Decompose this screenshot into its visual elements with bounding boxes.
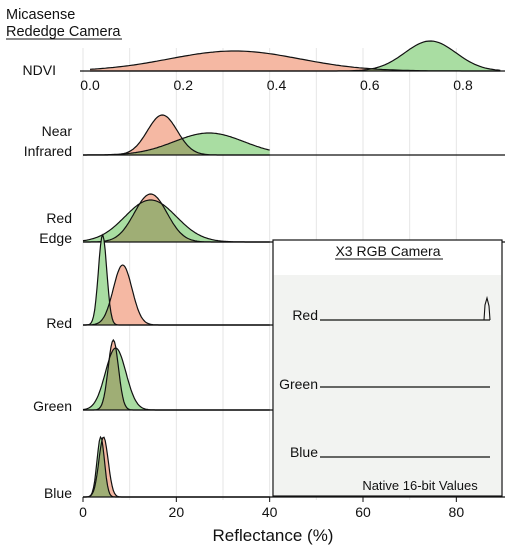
- ndvi-green-area: [90, 41, 501, 71]
- chart-subtitle: Rededge Camera: [6, 24, 121, 40]
- inset-row-label-green: Green: [279, 376, 318, 392]
- row-label-ndvi: NDVI: [23, 62, 56, 78]
- ridge-0-pink-area: [83, 115, 270, 155]
- ridge-1-overlap-area: [83, 200, 270, 242]
- ndvi-tick-label: 0.4: [267, 77, 287, 93]
- row-label-edge: Edge: [39, 230, 72, 246]
- x-tick-label: 40: [262, 504, 278, 520]
- x-tick-label: 0: [79, 504, 87, 520]
- inset-title: X3 RGB Camera: [335, 243, 440, 259]
- ridge-2-overlap-area: [83, 304, 270, 325]
- inset-x-label: Native 16-bit Values: [362, 478, 478, 493]
- row-label-near: Near: [42, 123, 73, 139]
- ridge-4-overlap-area: [83, 441, 270, 497]
- x-tick-label: 80: [449, 504, 465, 520]
- x-axis-label: Reflectance (%): [213, 526, 334, 545]
- ridge-2-green-area: [83, 235, 270, 325]
- inset-row-label-blue: Blue: [290, 444, 318, 460]
- ndvi-curves: [80, 40, 505, 72]
- ndvi-pink-area: [90, 51, 501, 71]
- ndvi-tick-label: 0.8: [453, 77, 473, 93]
- row-label-red: Red: [46, 315, 72, 331]
- row-label-blue: Blue: [44, 485, 72, 501]
- main-curves: [82, 114, 505, 498]
- ridge-0-overlap-area: [83, 138, 270, 155]
- inset-row-label-red: Red: [292, 307, 318, 323]
- ridge-3-green-area: [83, 348, 270, 410]
- inset-background: [274, 275, 501, 495]
- ndvi-tick-label: 0.6: [360, 77, 380, 93]
- inset-panel: X3 RGB CameraRedGreenBlue200004000060000…: [272, 239, 503, 497]
- x-tick-label: 20: [169, 504, 185, 520]
- ndvi-tick-label: 0.0: [80, 77, 100, 93]
- inset-red-spike: [483, 295, 491, 321]
- ndvi-tick-label: 0.2: [174, 77, 194, 93]
- row-label-infrared: Infrared: [24, 143, 72, 159]
- x-tick-label: 60: [355, 504, 371, 520]
- row-label-red: Red: [46, 210, 72, 226]
- row-label-green: Green: [33, 398, 72, 414]
- chart-title: Micasense: [6, 7, 75, 23]
